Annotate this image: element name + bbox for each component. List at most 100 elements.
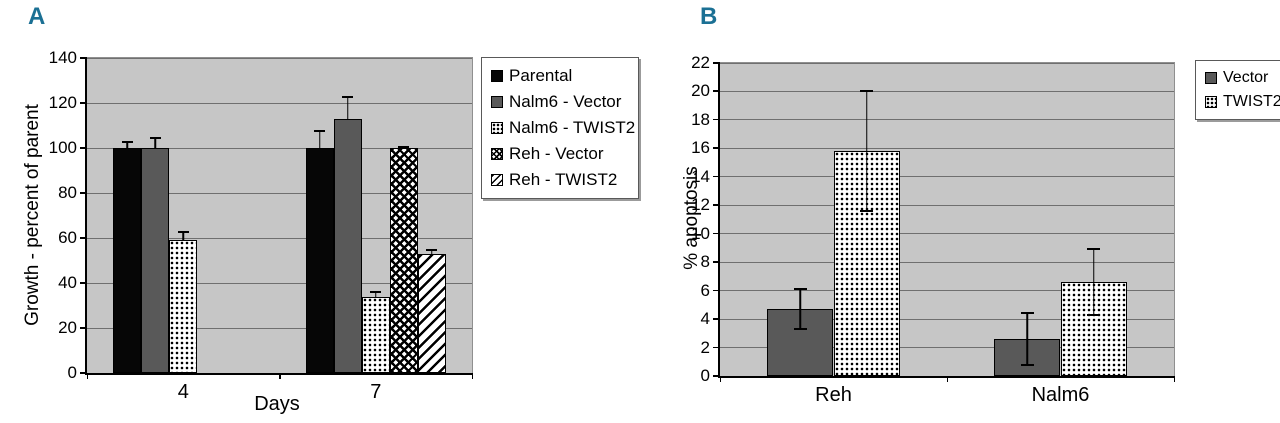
y-tick-label: 100 [48, 138, 77, 157]
x-tick-mark [279, 373, 281, 379]
error-bar-cap [1020, 311, 1034, 314]
error-bar [314, 130, 326, 148]
x-category-label: Reh [815, 384, 852, 406]
gridline [720, 176, 1174, 178]
error-bar-cap [793, 328, 807, 331]
y-tick-label: 2 [700, 337, 710, 357]
legend-swatch-icon [491, 96, 503, 108]
error-bar-line [866, 90, 868, 213]
x-axis-title: Days [254, 393, 300, 415]
y-tick-mark [80, 102, 87, 104]
legend-label: Nalm6 - TWIST2 [509, 118, 636, 137]
gridline [720, 90, 1174, 92]
y-tick-label: 14 [691, 166, 710, 186]
error-bar-line [154, 136, 156, 148]
gridline [720, 261, 1174, 263]
gridline [87, 192, 472, 194]
y-tick-label: 20 [58, 318, 77, 337]
error-bar [342, 96, 354, 119]
gridline [87, 282, 472, 284]
gridline [87, 327, 472, 329]
error-bar-line [182, 231, 184, 241]
error-bar-line [346, 96, 349, 119]
error-bar-cap [860, 90, 874, 93]
error-bar [370, 290, 382, 297]
legend-swatch-icon [491, 70, 503, 82]
y-tick-mark [713, 147, 720, 149]
legend-item: Parental [491, 66, 629, 86]
legend-swatch-icon [1205, 96, 1217, 108]
y-tick-mark [713, 346, 720, 349]
error-bar-cap [1087, 314, 1101, 317]
error-bar-cap [121, 141, 133, 144]
error-bar-line [799, 287, 801, 331]
bar-nalm6-twist2-7 [361, 296, 390, 373]
bar-nalm6-vector-7 [333, 118, 362, 373]
bar-nalm6-vector-4 [141, 148, 170, 373]
y-tick-mark [713, 375, 720, 377]
y-tick-label: 8 [700, 252, 710, 272]
y-tick-mark [80, 147, 87, 149]
gridline [720, 290, 1174, 292]
x-tick-mark [471, 373, 473, 379]
y-tick-label: 0 [67, 363, 77, 382]
y-tick-mark [80, 237, 87, 239]
gridline [720, 204, 1174, 206]
gridline [720, 119, 1174, 121]
legend-swatch-icon [491, 174, 503, 186]
error-bar-cap [1020, 364, 1034, 367]
panel-a-letter: A [28, 3, 46, 30]
y-tick-label: 0 [700, 366, 710, 385]
y-tick-mark [80, 282, 87, 284]
bar-parental-7 [305, 148, 334, 373]
y-tick-mark [80, 372, 87, 374]
error-bar-cap [314, 130, 326, 132]
legend-swatch-icon [491, 148, 503, 160]
error-bar [177, 231, 189, 241]
error-bar-cap [860, 210, 874, 213]
error-bar-cap [426, 249, 438, 252]
error-bar [793, 287, 807, 331]
bar-twist2-nalm6 [1060, 282, 1128, 376]
gridline [87, 57, 472, 59]
figure-panel-b: B % apoptosis 0 2 4 6 8 10 12 14 16 18 20 22 Reh Nalm… [660, 0, 1280, 423]
legend-label: Reh - Vector [509, 144, 604, 163]
y-tick-mark [713, 62, 720, 64]
y-tick-mark [80, 192, 87, 194]
error-bar-line [1093, 247, 1095, 317]
legend-item: Reh - Vector [491, 144, 629, 164]
y-tick-mark [713, 118, 720, 121]
gridline [87, 147, 472, 149]
error-bar-line [126, 141, 128, 148]
error-bar [398, 145, 410, 148]
error-bar-line [431, 249, 433, 254]
legend-item: Reh - TWIST2 [491, 170, 629, 190]
bar-parental-4 [113, 148, 142, 373]
y-tick-label: 12 [691, 195, 710, 215]
y-tick-label: 16 [691, 138, 710, 158]
legend-swatch-icon [1205, 72, 1217, 84]
error-bar-line [318, 130, 321, 148]
error-bar-line [1026, 311, 1028, 367]
legend-label: Parental [509, 66, 573, 85]
y-tick-label: 60 [58, 228, 77, 247]
bar-reh-twist2-7 [417, 253, 446, 373]
plot-area: 0 2 4 6 8 10 12 14 16 18 20 22 Reh Nalm6 [691, 53, 1175, 406]
gridline [720, 147, 1174, 149]
legend-item: Nalm6 - TWIST2 [491, 118, 635, 138]
y-tick-label: 10 [691, 223, 710, 243]
panel-b-letter: B [700, 3, 718, 30]
x-category-label: 4 [177, 381, 189, 403]
error-bar-cap [793, 287, 807, 290]
error-bar [860, 90, 874, 213]
y-tick-mark [713, 289, 720, 292]
gridline [720, 233, 1174, 235]
error-bar [1020, 311, 1034, 367]
y-tick-mark [713, 204, 720, 206]
error-bar-cap [1087, 247, 1101, 250]
y-tick-label: 6 [700, 280, 710, 300]
error-bar-cap [342, 96, 354, 99]
error-bar-cap [149, 136, 161, 139]
legend-item: TWIST2 [1205, 93, 1280, 111]
bar-nalm6-twist2-4 [169, 240, 198, 373]
